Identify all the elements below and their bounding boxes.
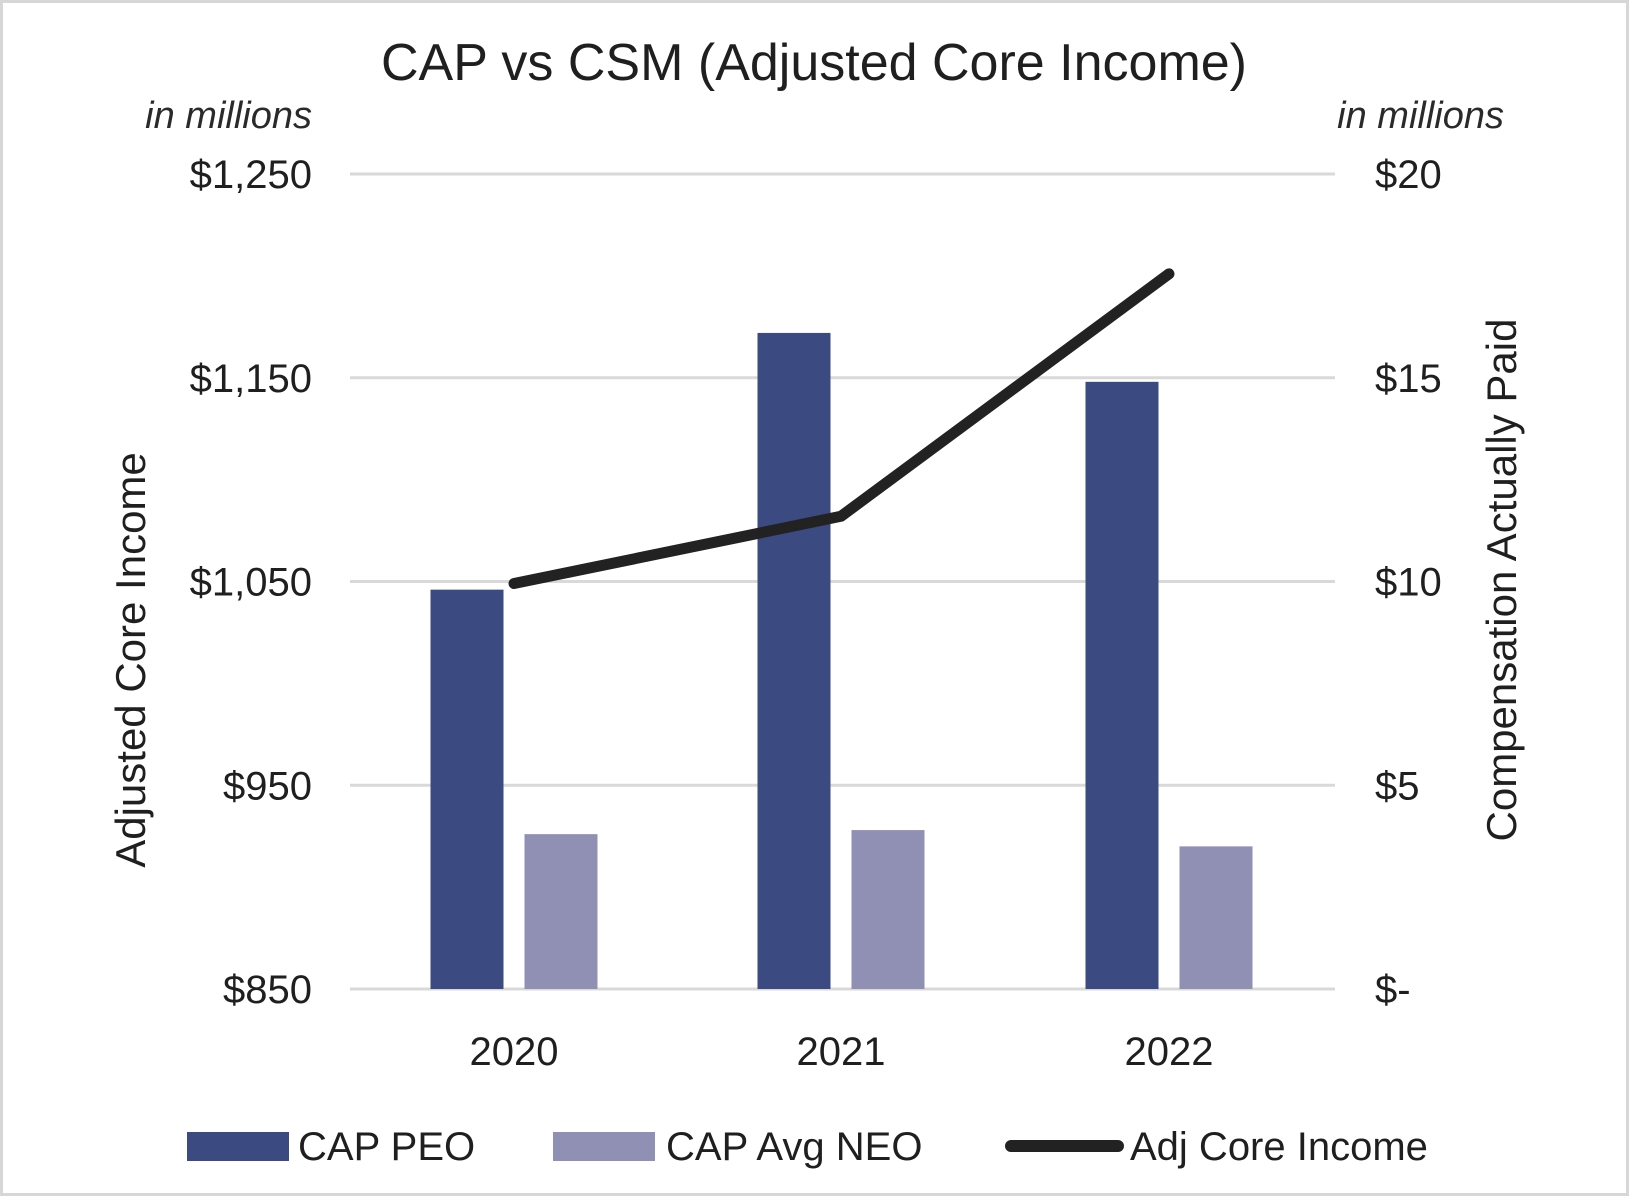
adj-core-income-legend-label: Adj Core Income <box>1130 1125 1428 1169</box>
cap-peo-bar <box>757 332 831 989</box>
cap-avg-neo-legend-label: CAP Avg NEO <box>666 1125 922 1169</box>
left-axis-tick-label: $1,150 <box>190 357 312 401</box>
left-units-note: in millions <box>145 95 312 137</box>
cap-peo-bar <box>1085 381 1159 989</box>
x-axis-ticks: 2020 2021 2022 <box>470 1030 1214 1074</box>
left-axis-tick-label: $850 <box>223 968 312 1012</box>
cap-peo-bar <box>430 589 504 989</box>
x-axis-tick-label: 2022 <box>1125 1030 1214 1074</box>
bar-series-group <box>430 332 1253 989</box>
line-series-group <box>508 268 1175 590</box>
adj-core-income-line <box>508 268 1175 590</box>
right-axis-tick-label: $- <box>1375 968 1411 1012</box>
right-axis-title: Compensation Actually Paid <box>1478 319 1525 842</box>
right-axis-tick-label: $10 <box>1375 561 1442 605</box>
cap-avg-neo-bar <box>1179 846 1253 989</box>
left-axis-tick-label: $1,250 <box>190 153 312 197</box>
left-axis-tick-label: $950 <box>223 764 312 808</box>
right-axis-tick-label: $15 <box>1375 357 1442 401</box>
left-axis-title: Adjusted Core Income <box>107 452 154 868</box>
cap-avg-neo-bar <box>524 834 598 989</box>
chart-title: CAP vs CSM (Adjusted Core Income) <box>381 34 1247 92</box>
right-units-note: in millions <box>1337 95 1504 137</box>
right-axis-ticks: $20 $15 $10 $5 $- <box>1375 153 1442 1012</box>
cap-peo-legend-swatch <box>187 1132 289 1161</box>
left-axis-ticks: $1,250 $1,150 $1,050 $950 $850 <box>190 153 312 1012</box>
legend: CAP PEO CAP Avg NEO Adj Core Income <box>187 1125 1428 1169</box>
right-axis-tick-label: $20 <box>1375 153 1442 197</box>
cap-avg-neo-bar <box>851 830 925 989</box>
cap-peo-legend-label: CAP PEO <box>298 1125 475 1169</box>
x-axis-tick-label: 2021 <box>797 1030 886 1074</box>
cap-avg-neo-legend-swatch <box>553 1132 655 1161</box>
x-axis-tick-label: 2020 <box>470 1030 559 1074</box>
left-axis-tick-label: $1,050 <box>190 561 312 605</box>
right-axis-tick-label: $5 <box>1375 764 1420 808</box>
